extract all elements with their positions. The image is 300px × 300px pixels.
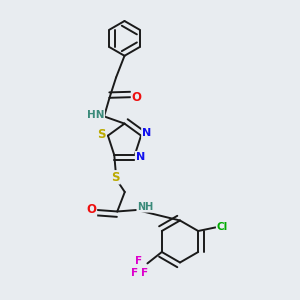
Text: Cl: Cl (217, 222, 228, 233)
Text: S: S (97, 128, 106, 141)
Text: NH: NH (137, 202, 153, 212)
Text: HN: HN (87, 110, 104, 120)
Text: O: O (131, 91, 142, 104)
Text: S: S (112, 171, 120, 184)
Text: F: F (136, 256, 142, 266)
Text: F: F (141, 268, 148, 278)
Text: N: N (136, 152, 145, 162)
Text: F: F (131, 268, 138, 278)
Text: N: N (142, 128, 151, 138)
Text: O: O (86, 203, 97, 217)
